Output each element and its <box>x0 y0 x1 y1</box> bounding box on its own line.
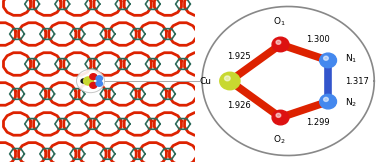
Circle shape <box>84 77 93 85</box>
Circle shape <box>96 76 102 81</box>
Circle shape <box>90 82 97 88</box>
Text: 1.299: 1.299 <box>306 118 330 127</box>
Circle shape <box>276 40 281 44</box>
Circle shape <box>96 81 102 86</box>
Text: Cu: Cu <box>199 76 211 86</box>
Text: N$_1$: N$_1$ <box>345 52 357 65</box>
Circle shape <box>220 72 240 90</box>
Circle shape <box>272 110 289 125</box>
Circle shape <box>320 94 336 109</box>
Circle shape <box>272 37 289 52</box>
Circle shape <box>324 97 328 101</box>
Text: 1.317: 1.317 <box>345 76 369 86</box>
Circle shape <box>225 76 230 81</box>
Circle shape <box>324 56 328 60</box>
Circle shape <box>81 79 86 83</box>
Text: 1.300: 1.300 <box>306 35 330 44</box>
Circle shape <box>320 53 336 68</box>
Circle shape <box>90 74 97 80</box>
Circle shape <box>276 113 281 117</box>
Text: 1.925: 1.925 <box>228 52 251 61</box>
Circle shape <box>76 69 105 93</box>
Text: O$_2$: O$_2$ <box>273 134 286 146</box>
Text: N$_2$: N$_2$ <box>345 97 357 110</box>
Text: 1.926: 1.926 <box>228 101 251 110</box>
Text: O$_1$: O$_1$ <box>273 16 286 28</box>
